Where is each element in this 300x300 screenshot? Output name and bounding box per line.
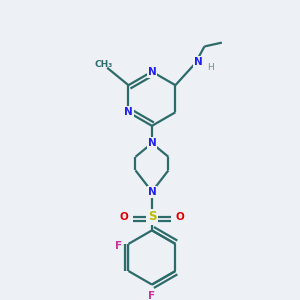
- Text: H: H: [207, 63, 214, 72]
- Text: F: F: [148, 291, 155, 300]
- Text: F: F: [115, 241, 122, 251]
- Text: N: N: [194, 57, 203, 67]
- Text: S: S: [148, 210, 156, 223]
- Text: O: O: [119, 212, 128, 222]
- Text: N: N: [148, 187, 156, 197]
- Text: N: N: [148, 67, 156, 76]
- Text: CH₃: CH₃: [94, 60, 112, 69]
- Text: N: N: [124, 107, 133, 117]
- Text: N: N: [148, 138, 156, 148]
- Text: O: O: [176, 212, 184, 222]
